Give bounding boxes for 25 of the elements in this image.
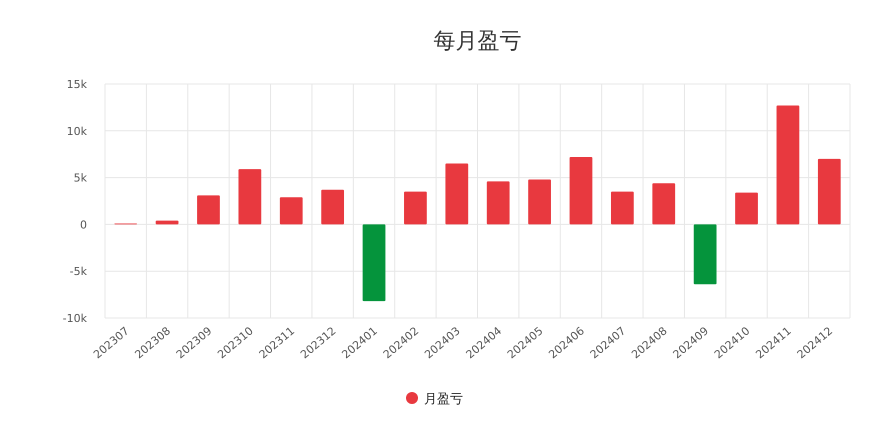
legend-label: 月盈亏 <box>424 392 463 407</box>
y-tick-label: 0 <box>80 218 87 232</box>
bar <box>321 190 344 224</box>
bar <box>652 183 676 224</box>
bar <box>528 179 551 224</box>
bar <box>238 169 262 224</box>
y-tick-label: 5k <box>74 172 88 185</box>
y-tick-label: -10k <box>62 312 88 325</box>
bar <box>404 192 427 224</box>
y-tick-label: 15k <box>66 78 88 91</box>
bar <box>818 158 841 224</box>
bar <box>610 192 634 224</box>
bar <box>694 224 717 284</box>
bar <box>486 181 510 224</box>
bar <box>197 195 220 224</box>
bar <box>570 157 592 224</box>
bar <box>445 164 468 224</box>
bar <box>362 224 386 302</box>
y-tick-label: 10k <box>66 124 88 138</box>
bar <box>280 197 303 224</box>
chart-title: 每月盈亏 <box>434 29 522 54</box>
bar <box>735 192 758 224</box>
bar <box>776 106 800 224</box>
bar <box>156 220 178 224</box>
y-tick-label: -5k <box>70 265 88 278</box>
